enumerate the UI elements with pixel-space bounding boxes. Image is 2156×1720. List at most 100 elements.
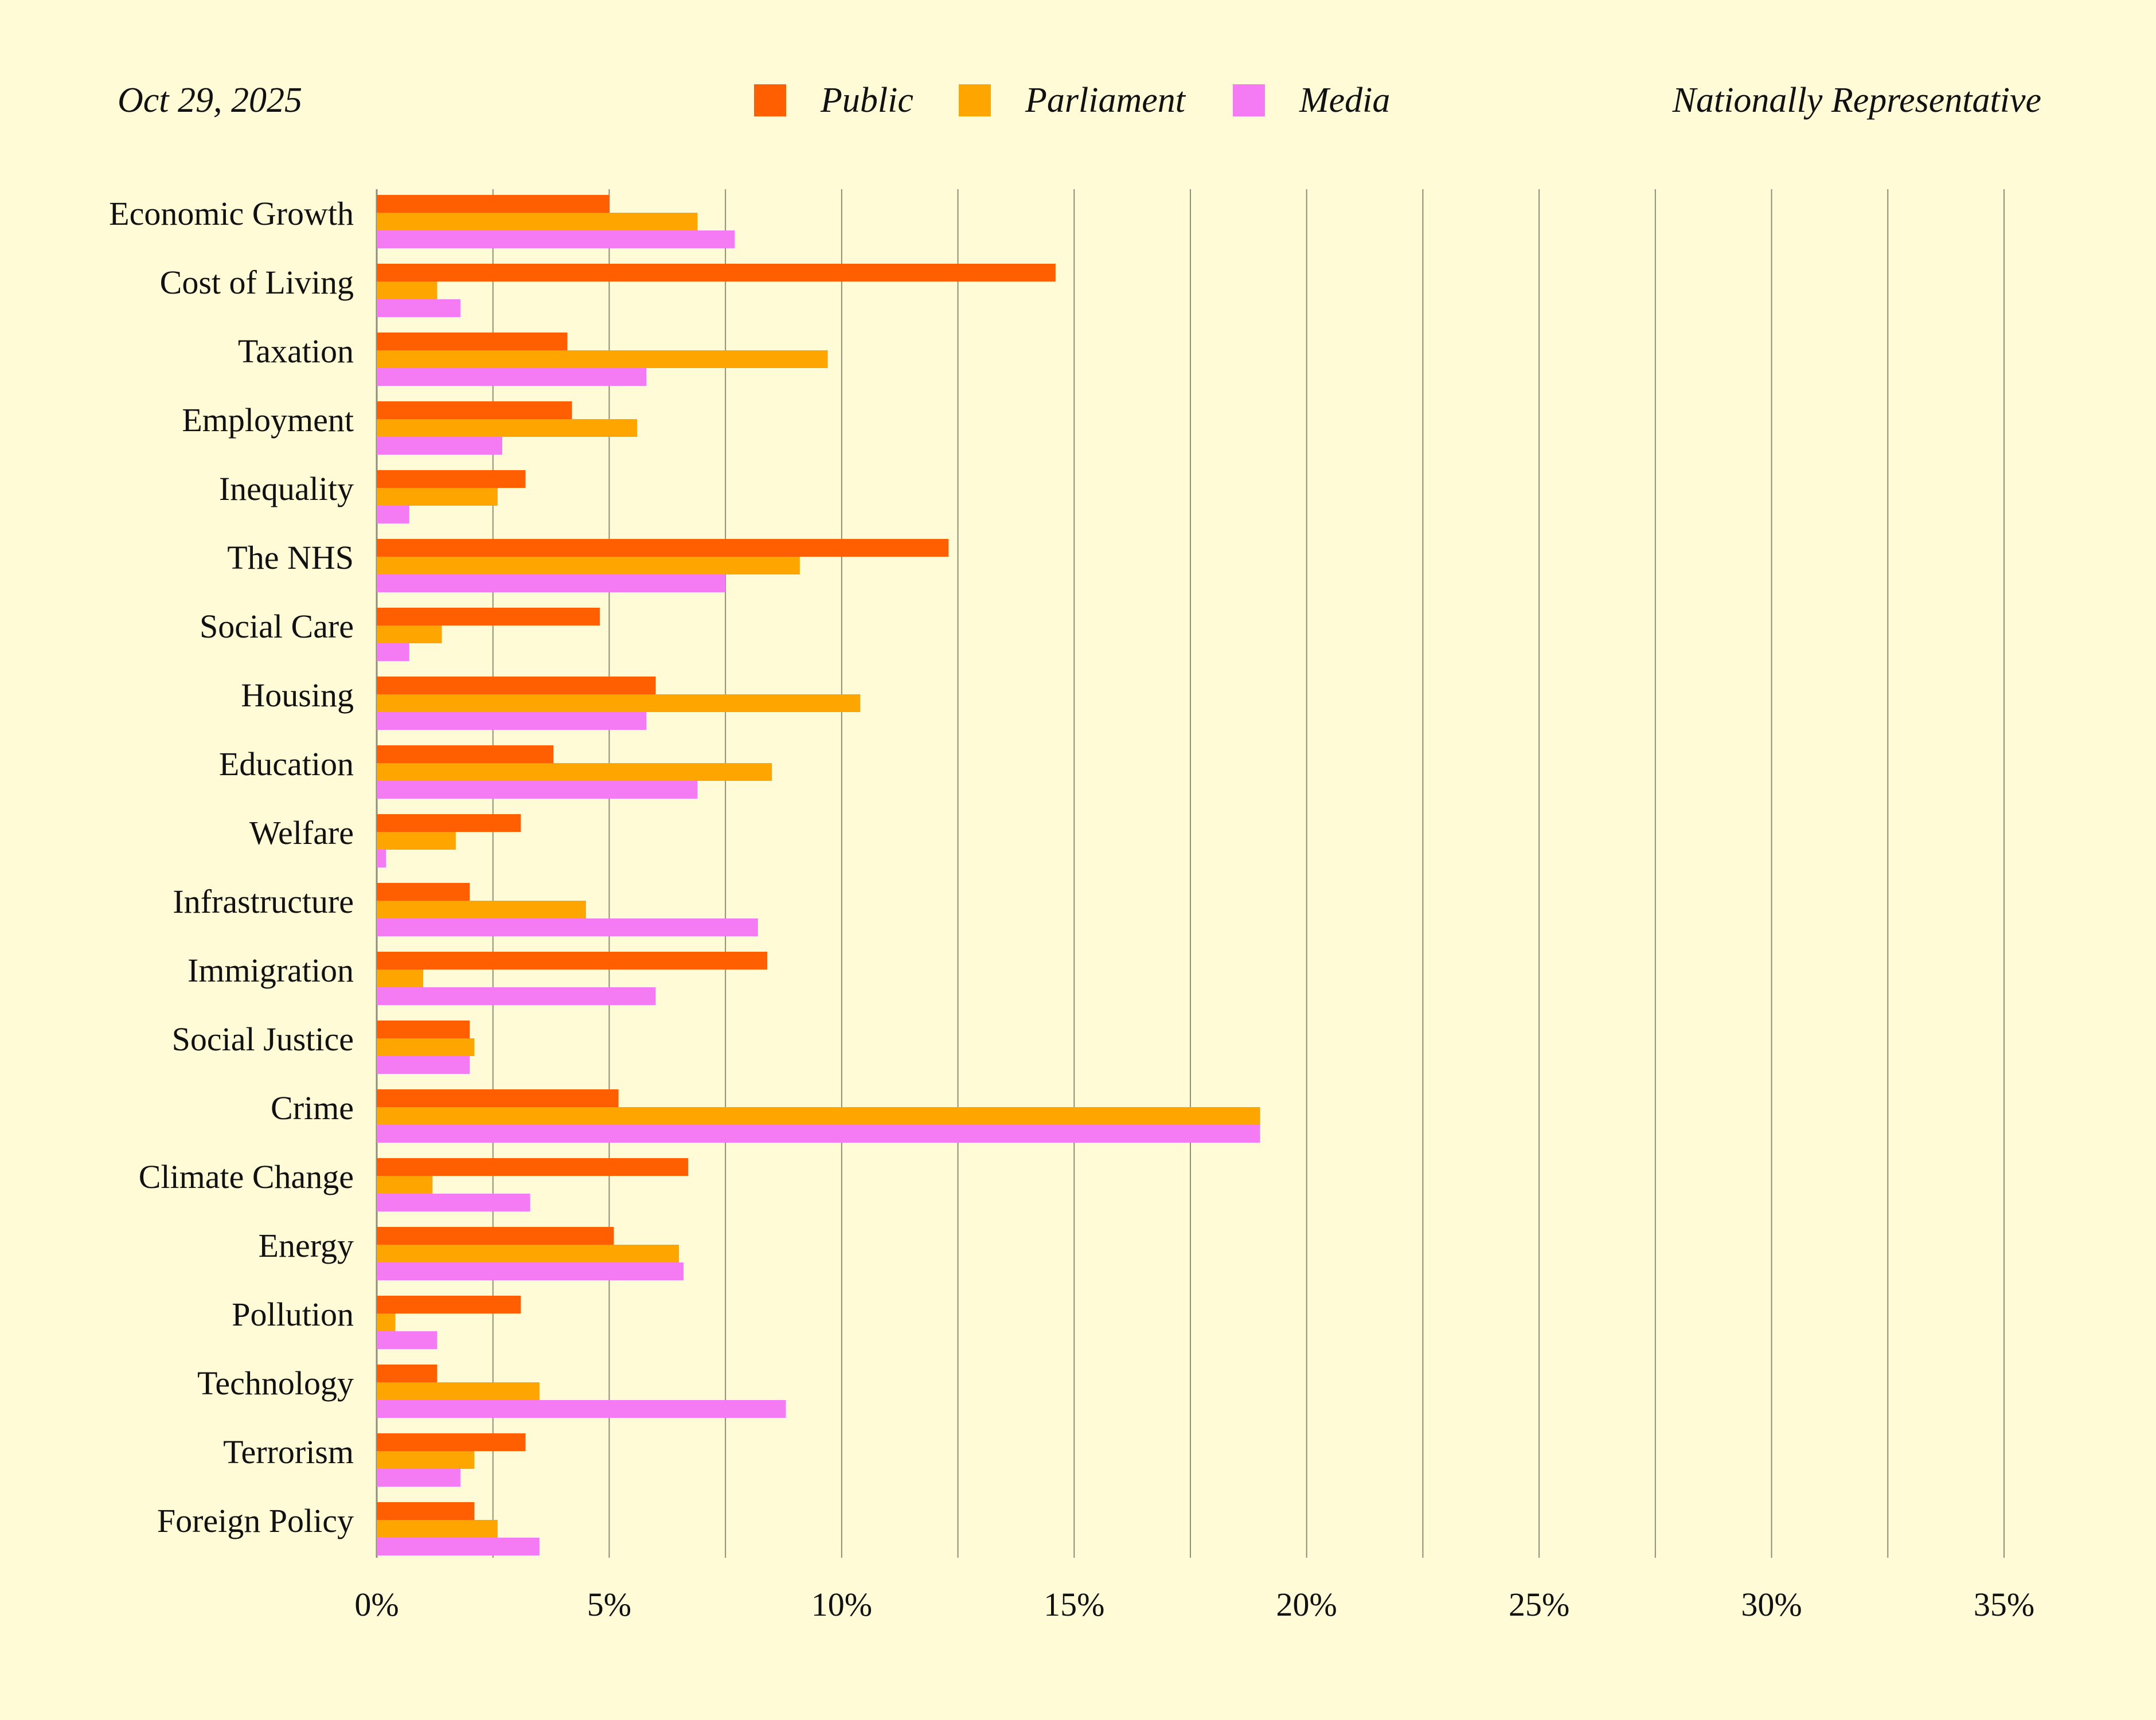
bar-media-immigration — [377, 987, 656, 1005]
category-label-foreign-policy: Foreign Policy — [157, 1502, 354, 1539]
bar-public-immigration — [377, 952, 768, 970]
category-label-infrastructure: Infrastructure — [173, 883, 354, 920]
bar-public-climate-change — [377, 1158, 689, 1176]
bar-parliament-education — [377, 763, 772, 781]
bar-parliament-housing — [377, 694, 861, 712]
category-label-pollution: Pollution — [232, 1296, 354, 1333]
category-label-employment: Employment — [182, 401, 354, 439]
bar-parliament-crime — [377, 1107, 1260, 1125]
x-tick-label: 5% — [587, 1586, 631, 1623]
bar-parliament-economic-growth — [377, 213, 698, 230]
bar-media-inequality — [377, 506, 409, 523]
bar-media-crime — [377, 1125, 1260, 1143]
bar-public-education — [377, 745, 554, 763]
bar-media-pollution — [377, 1331, 438, 1349]
bar-public-social-justice — [377, 1021, 470, 1038]
bar-public-social-care — [377, 608, 600, 626]
x-tick-label: 10% — [811, 1586, 872, 1623]
category-label-taxation: Taxation — [238, 333, 354, 370]
category-label-housing: Housing — [241, 677, 354, 714]
bar-media-housing — [377, 712, 647, 730]
category-label-climate-change: Climate Change — [139, 1158, 354, 1195]
bar-media-infrastructure — [377, 918, 758, 936]
bar-parliament-terrorism — [377, 1451, 475, 1469]
bar-parliament-taxation — [377, 350, 828, 368]
bar-media-economic-growth — [377, 230, 735, 248]
category-label-crime: Crime — [271, 1089, 354, 1127]
bar-parliament-employment — [377, 419, 638, 437]
bar-public-housing — [377, 677, 656, 694]
bar-media-employment — [377, 437, 502, 455]
bar-media-education — [377, 781, 698, 799]
x-tick-label: 25% — [1509, 1586, 1569, 1623]
category-label-terrorism: Terrorism — [223, 1433, 354, 1471]
bar-public-the-nhs — [377, 539, 949, 557]
bar-media-terrorism — [377, 1469, 460, 1487]
category-label-technology: Technology — [197, 1365, 354, 1402]
bar-parliament-inequality — [377, 488, 498, 506]
bar-parliament-immigration — [377, 970, 424, 987]
bar-media-social-care — [377, 643, 409, 661]
category-label-immigration: Immigration — [188, 952, 354, 989]
bar-media-technology — [377, 1400, 786, 1418]
bar-public-cost-of-living — [377, 264, 1056, 282]
bar-parliament-climate-change — [377, 1176, 433, 1194]
category-label-welfare: Welfare — [249, 814, 354, 851]
category-label-economic-growth: Economic Growth — [109, 195, 354, 232]
bar-media-welfare — [377, 850, 386, 867]
bar-parliament-welfare — [377, 832, 456, 850]
bar-media-climate-change — [377, 1194, 530, 1211]
bar-media-foreign-policy — [377, 1538, 540, 1555]
bar-public-technology — [377, 1365, 438, 1382]
bar-public-crime — [377, 1089, 619, 1107]
bar-parliament-pollution — [377, 1314, 396, 1331]
sample-description: Nationally Representative — [1672, 81, 2041, 120]
bar-public-energy — [377, 1227, 614, 1245]
bar-public-foreign-policy — [377, 1502, 475, 1520]
legend-item-parliament: Parliament — [959, 77, 1185, 123]
category-label-energy: Energy — [259, 1227, 354, 1264]
bar-media-energy — [377, 1262, 684, 1280]
bar-public-terrorism — [377, 1433, 526, 1451]
bar-public-taxation — [377, 333, 568, 350]
report-date: Oct 29, 2025 — [118, 81, 303, 120]
legend-label-media: Media — [1299, 80, 1391, 120]
category-label-social-justice: Social Justice — [172, 1021, 354, 1058]
bar-parliament-foreign-policy — [377, 1520, 498, 1538]
category-label-inequality: Inequality — [219, 470, 354, 507]
legend-item-public: Public — [754, 77, 913, 123]
bar-media-taxation — [377, 368, 647, 386]
category-label-education: Education — [219, 745, 354, 783]
legend-item-media: Media — [1233, 77, 1390, 123]
bar-parliament-the-nhs — [377, 557, 800, 574]
bar-parliament-cost-of-living — [377, 282, 438, 299]
legend-swatch-public — [754, 84, 786, 116]
bar-public-economic-growth — [377, 195, 610, 213]
bar-parliament-technology — [377, 1382, 540, 1400]
category-label-the-nhs: The NHS — [227, 539, 354, 576]
x-tick-label: 20% — [1276, 1586, 1337, 1623]
x-tick-label: 30% — [1741, 1586, 1802, 1623]
category-label-cost-of-living: Cost of Living — [160, 264, 354, 301]
x-tick-label: 15% — [1044, 1586, 1104, 1623]
bar-public-welfare — [377, 814, 521, 832]
bar-media-cost-of-living — [377, 299, 460, 317]
category-label-social-care: Social Care — [200, 608, 354, 645]
legend-label-parliament: Parliament — [1025, 80, 1185, 120]
bar-public-pollution — [377, 1296, 521, 1314]
bar-parliament-energy — [377, 1245, 679, 1262]
bar-parliament-social-care — [377, 626, 442, 643]
legend-label-public: Public — [821, 80, 913, 120]
bar-media-the-nhs — [377, 574, 726, 592]
bar-public-infrastructure — [377, 883, 470, 901]
bar-media-social-justice — [377, 1056, 470, 1074]
bar-parliament-infrastructure — [377, 901, 586, 918]
bar-parliament-social-justice — [377, 1038, 475, 1056]
x-tick-label: 0% — [354, 1586, 399, 1623]
x-tick-label: 35% — [1974, 1586, 2034, 1623]
bar-public-employment — [377, 401, 572, 419]
legend-swatch-parliament — [959, 84, 991, 116]
legend-swatch-media — [1233, 84, 1265, 116]
bar-public-inequality — [377, 470, 526, 488]
